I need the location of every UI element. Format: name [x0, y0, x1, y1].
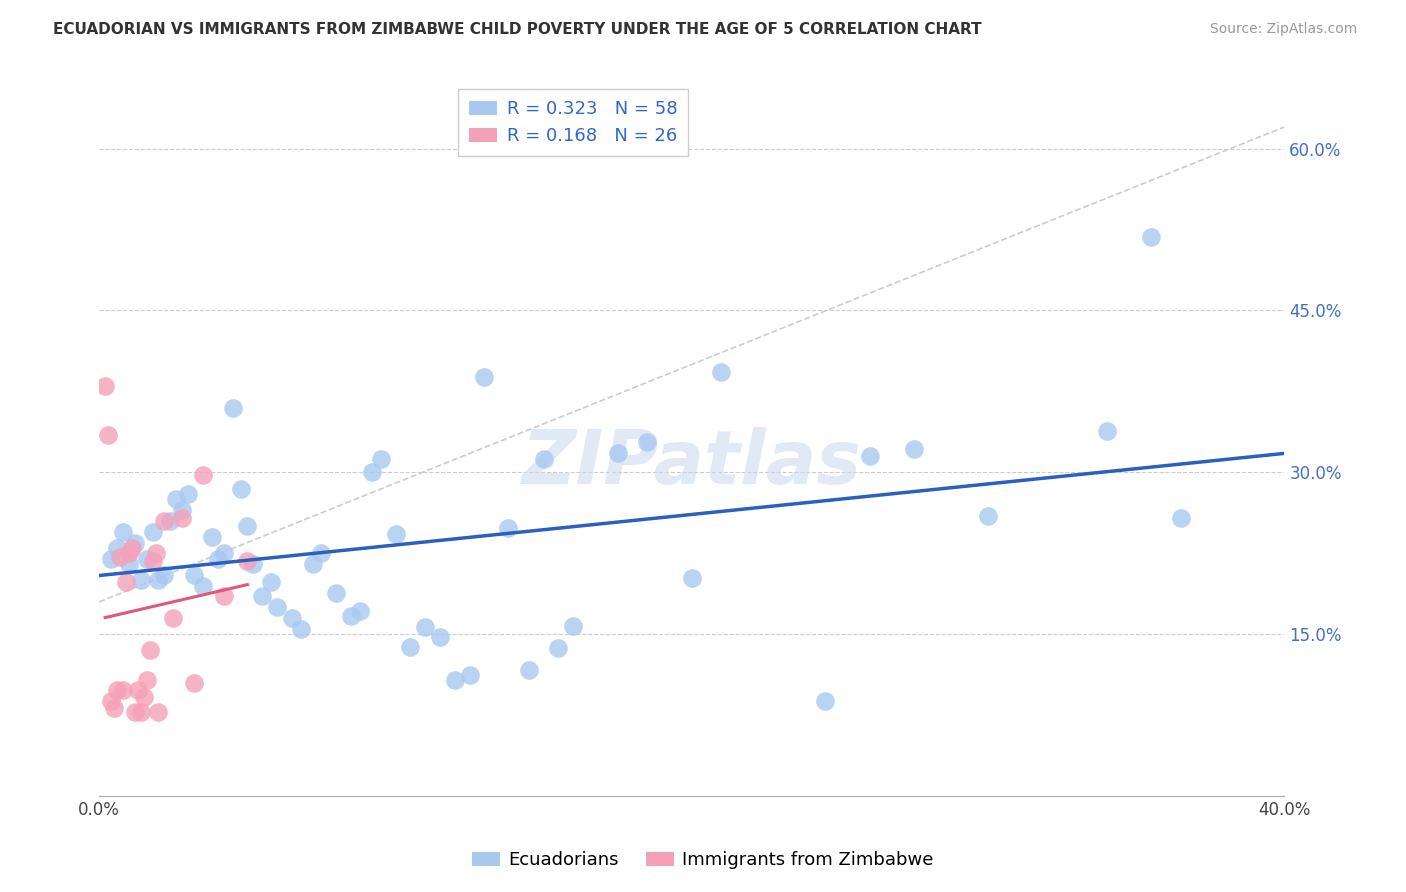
- Point: [183, 567, 205, 582]
- Point: [325, 586, 347, 600]
- Point: [384, 527, 406, 541]
- Point: [903, 442, 925, 456]
- Point: [814, 694, 837, 708]
- Point: [105, 541, 128, 555]
- Point: [207, 551, 229, 566]
- Point: [1095, 425, 1118, 439]
- Point: [360, 466, 382, 480]
- Point: [681, 571, 703, 585]
- Point: [212, 546, 235, 560]
- Text: ZIPatlas: ZIPatlas: [522, 427, 862, 500]
- Point: [115, 575, 138, 590]
- Point: [349, 603, 371, 617]
- Point: [177, 487, 200, 501]
- Point: [191, 467, 214, 482]
- Point: [191, 579, 214, 593]
- Point: [221, 401, 243, 415]
- Point: [124, 535, 146, 549]
- Point: [311, 546, 333, 560]
- Point: [201, 530, 224, 544]
- Point: [606, 446, 628, 460]
- Point: [183, 675, 205, 690]
- Point: [547, 641, 569, 656]
- Point: [172, 503, 194, 517]
- Point: [159, 514, 181, 528]
- Point: [111, 524, 134, 539]
- Point: [429, 631, 451, 645]
- Point: [148, 705, 170, 719]
- Point: [135, 551, 157, 566]
- Point: [236, 519, 259, 533]
- Point: [1170, 510, 1192, 524]
- Point: [1140, 230, 1163, 244]
- Point: [103, 700, 125, 714]
- Point: [458, 668, 481, 682]
- Point: [121, 541, 143, 555]
- Point: [138, 643, 160, 657]
- Point: [260, 575, 283, 590]
- Point: [496, 521, 519, 535]
- Point: [135, 673, 157, 687]
- Point: [94, 379, 117, 393]
- Point: [301, 557, 323, 571]
- Point: [132, 690, 155, 704]
- Point: [111, 683, 134, 698]
- Point: [118, 546, 141, 560]
- Point: [636, 435, 658, 450]
- Point: [105, 683, 128, 698]
- Point: [129, 705, 152, 719]
- Point: [162, 611, 184, 625]
- Point: [474, 370, 496, 384]
- Point: [212, 590, 235, 604]
- Point: [710, 365, 733, 379]
- Point: [127, 683, 149, 698]
- Point: [231, 482, 253, 496]
- Point: [148, 574, 170, 588]
- Point: [118, 557, 141, 571]
- Text: ECUADORIAN VS IMMIGRANTS FROM ZIMBABWE CHILD POVERTY UNDER THE AGE OF 5 CORRELAT: ECUADORIAN VS IMMIGRANTS FROM ZIMBABWE C…: [53, 22, 981, 37]
- Point: [124, 705, 146, 719]
- Point: [858, 449, 880, 463]
- Point: [250, 590, 273, 604]
- Point: [562, 618, 585, 632]
- Point: [145, 546, 167, 560]
- Point: [236, 554, 259, 568]
- Point: [290, 622, 312, 636]
- Legend: Ecuadorians, Immigrants from Zimbabwe: Ecuadorians, Immigrants from Zimbabwe: [465, 844, 941, 876]
- Point: [517, 663, 540, 677]
- Point: [413, 620, 436, 634]
- Point: [370, 452, 392, 467]
- Point: [129, 574, 152, 588]
- Point: [399, 640, 422, 655]
- Point: [340, 608, 363, 623]
- Point: [141, 524, 163, 539]
- Point: [141, 554, 163, 568]
- Point: [153, 567, 176, 582]
- Point: [533, 452, 555, 467]
- Text: Source: ZipAtlas.com: Source: ZipAtlas.com: [1209, 22, 1357, 37]
- Point: [266, 600, 288, 615]
- Point: [153, 514, 176, 528]
- Point: [443, 673, 465, 687]
- Point: [977, 508, 1000, 523]
- Point: [242, 557, 264, 571]
- Point: [281, 611, 304, 625]
- Point: [100, 551, 122, 566]
- Point: [100, 694, 122, 708]
- Legend: R = 0.323   N = 58, R = 0.168   N = 26: R = 0.323 N = 58, R = 0.168 N = 26: [458, 89, 689, 156]
- Point: [172, 510, 194, 524]
- Point: [108, 549, 131, 564]
- Point: [165, 492, 187, 507]
- Point: [97, 427, 120, 442]
